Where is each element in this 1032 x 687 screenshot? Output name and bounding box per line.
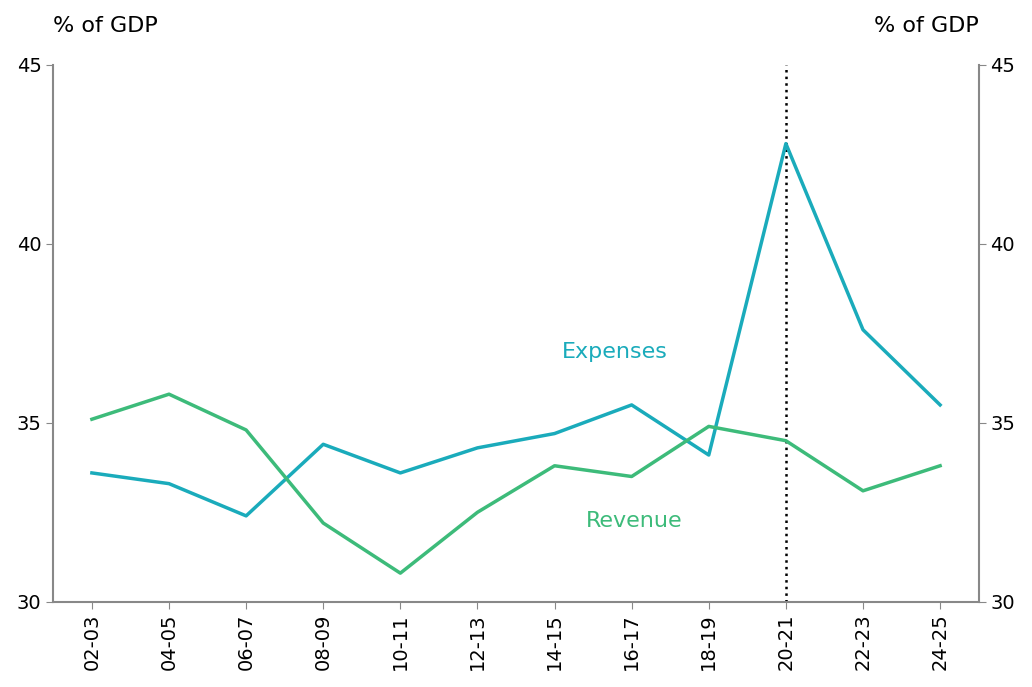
Text: Revenue: Revenue: [585, 510, 682, 530]
Text: Expenses: Expenses: [562, 342, 668, 362]
Text: % of GDP: % of GDP: [54, 16, 158, 36]
Text: % of GDP: % of GDP: [874, 16, 978, 36]
